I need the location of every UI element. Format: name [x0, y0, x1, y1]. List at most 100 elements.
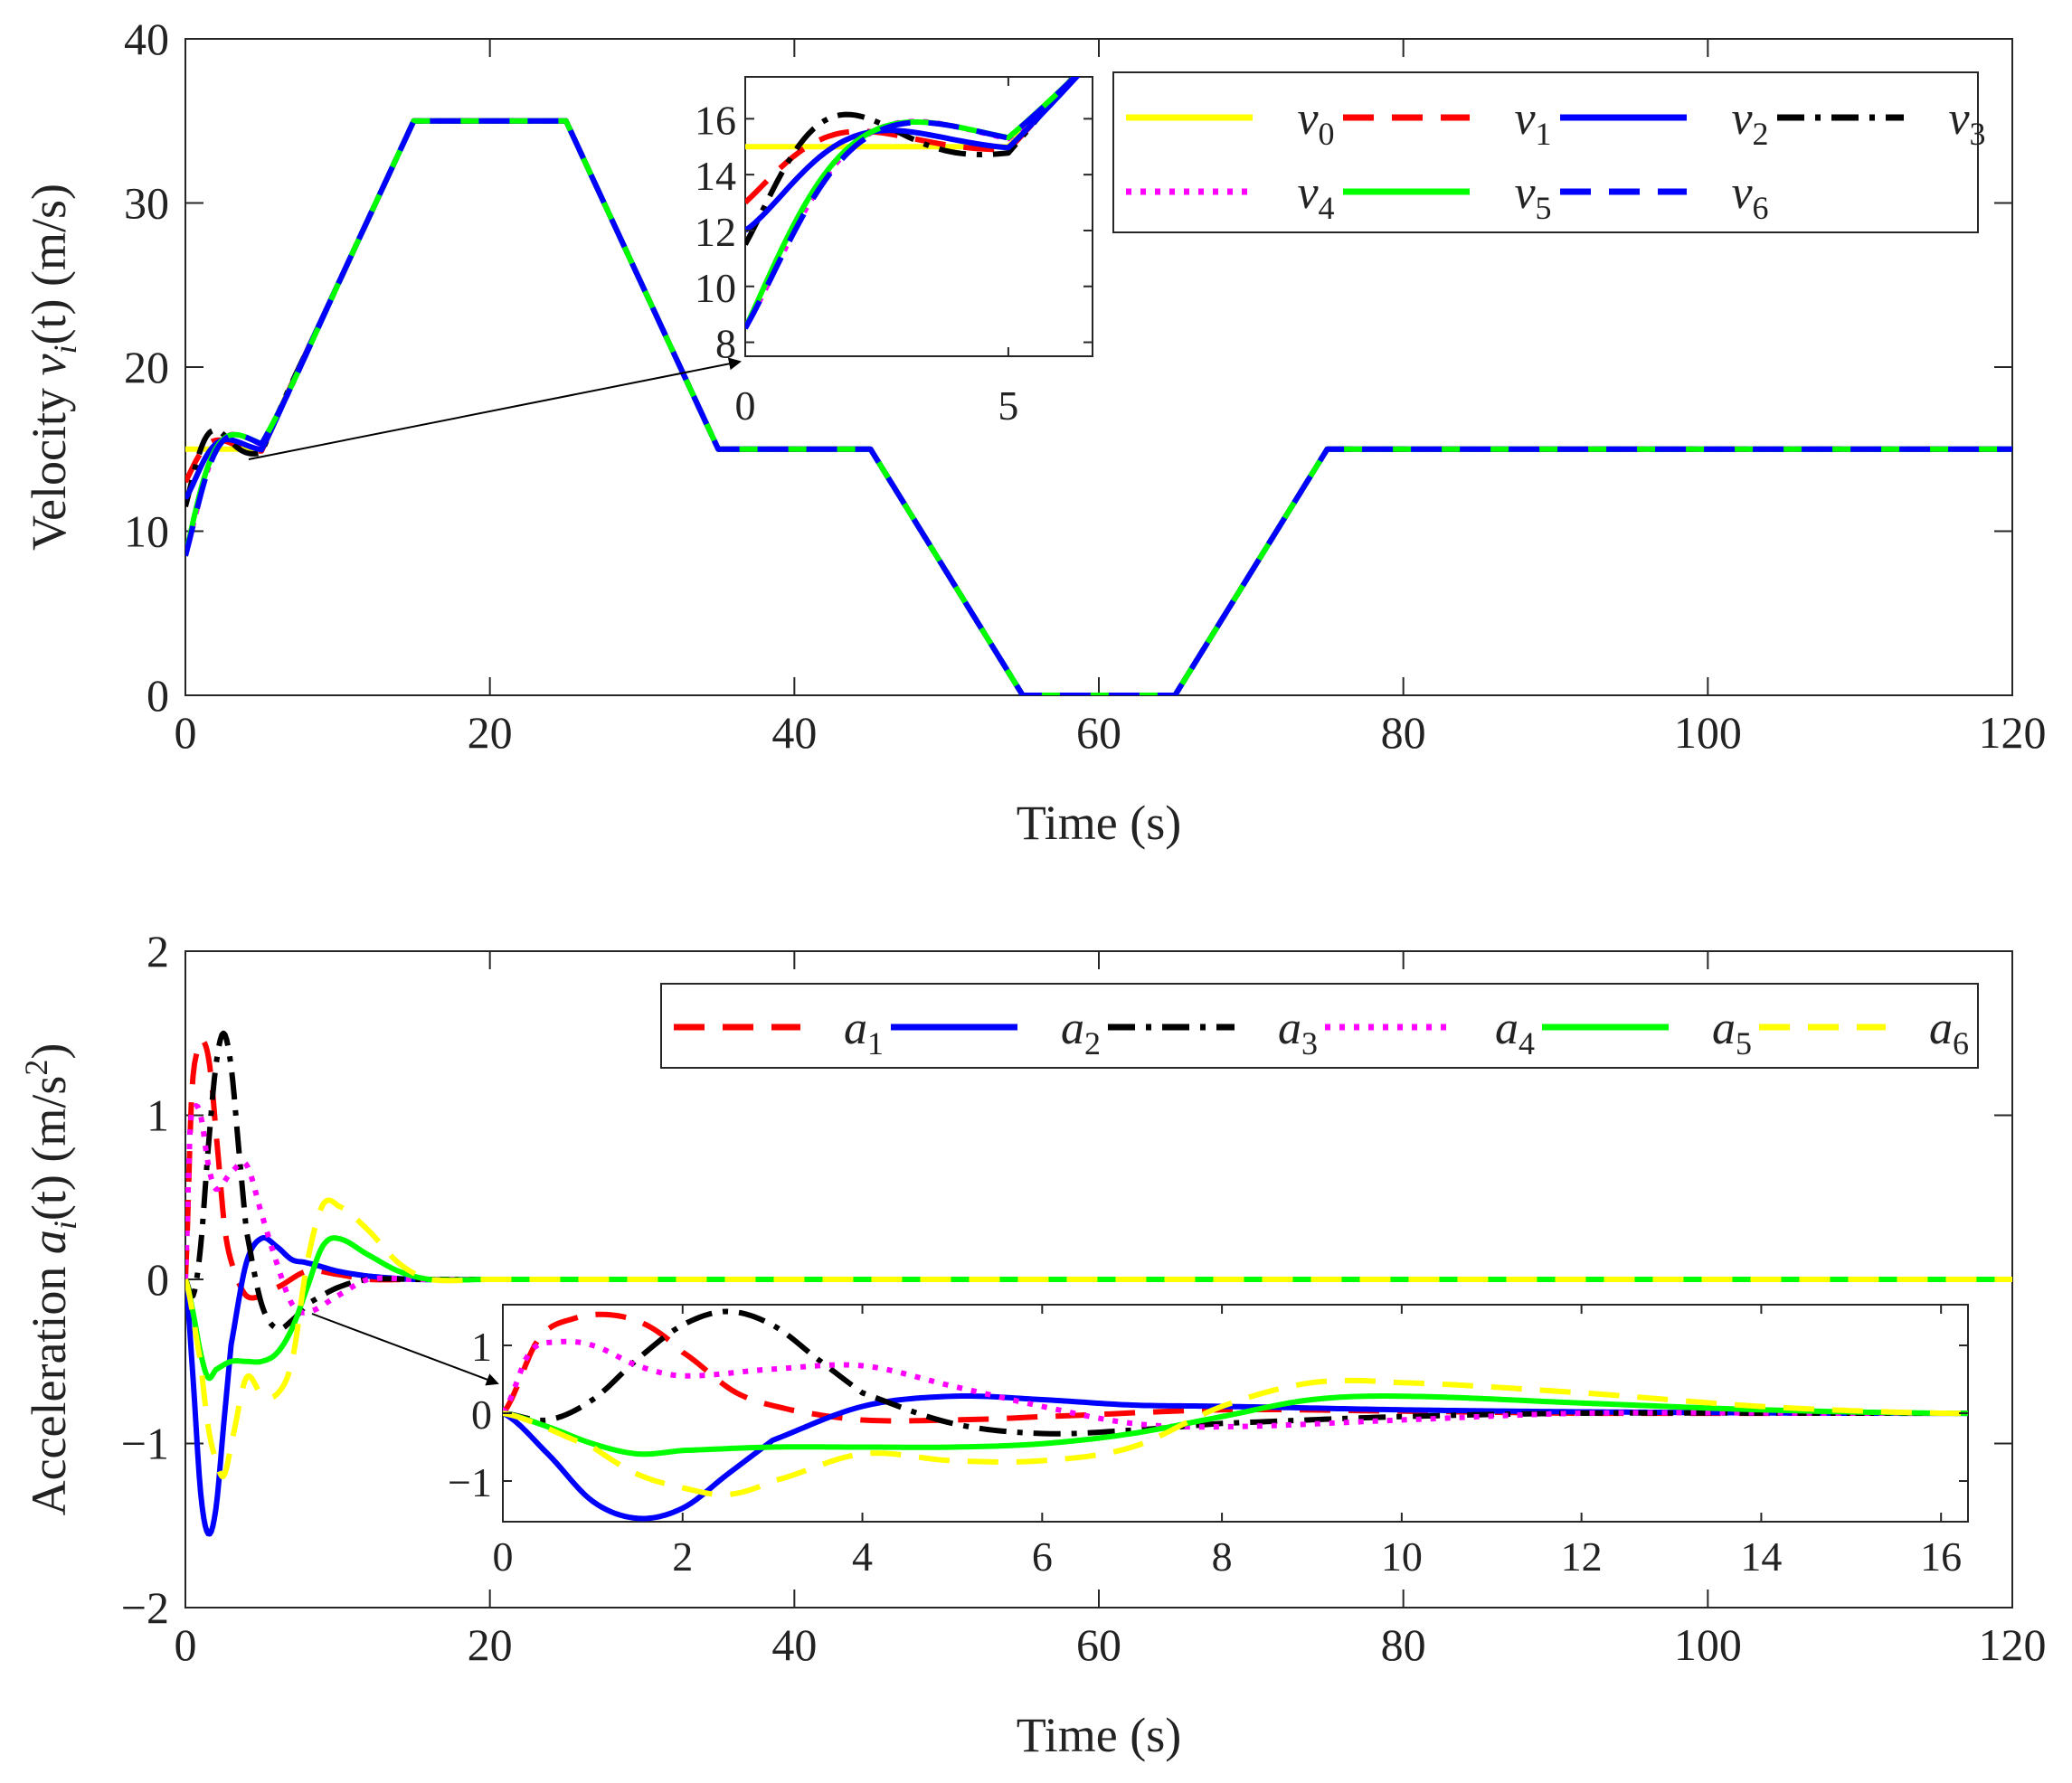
acceleration-legend-label: a5 [1712, 1003, 1752, 1061]
acceleration-inset-xtick-label: 2 [672, 1533, 693, 1580]
velocity-ytick-label: 30 [124, 178, 169, 229]
velocity-inset-ytick-label: 14 [695, 153, 736, 199]
acceleration-legend-label: a1 [844, 1003, 884, 1061]
acceleration-ytick-label: −1 [121, 1419, 169, 1469]
acceleration-legend-entry-a6: a6 [1759, 1003, 1969, 1061]
acceleration-xtick-label: 120 [1979, 1619, 2047, 1670]
acceleration-x-ticks: 0 20 40 60 80 100 120 [175, 951, 2047, 1670]
velocity-x-label: Time (s) [1017, 796, 1182, 850]
velocity-legend-label: v6 [1731, 167, 1768, 226]
velocity-inset: 0 5 8 10 12 14 16 [695, 76, 1093, 429]
acceleration-inset-xtick-label: 4 [852, 1533, 873, 1580]
acceleration-inset-ytick-label: 1 [471, 1324, 492, 1370]
acceleration-ytick-label: 1 [147, 1090, 169, 1141]
acceleration-inset-ytick-label: −1 [448, 1459, 492, 1505]
velocity-legend-entry-v1: v1 [1343, 93, 1552, 152]
acceleration-legend-entry-a2: a2 [891, 1003, 1101, 1061]
velocity-inset-ytick-label: 16 [695, 97, 736, 143]
acceleration-legend-entry-a4: a4 [1325, 1003, 1535, 1061]
acceleration-legend-entry-a5: a5 [1542, 1003, 1752, 1061]
acceleration-xtick-label: 40 [771, 1619, 817, 1670]
acceleration-x-label: Time (s) [1017, 1708, 1182, 1762]
velocity-y-ticks: 0 10 20 30 40 [124, 14, 2012, 721]
velocity-legend-entry-v4: v4 [1126, 167, 1335, 226]
velocity-inset-lines [745, 77, 1081, 330]
acceleration-ytick-label: 0 [147, 1254, 169, 1305]
acceleration-xtick-label: 60 [1076, 1619, 1121, 1670]
velocity-legend-entry-v0: v0 [1126, 93, 1335, 152]
acceleration-inset-lines [503, 1308, 1968, 1522]
acceleration-inset-xtick-label: 10 [1381, 1533, 1423, 1580]
acceleration-xtick-label: 20 [468, 1619, 513, 1670]
velocity-inset-line-v2 [745, 77, 1081, 233]
velocity-inset-ytick-label: 12 [695, 209, 736, 255]
acceleration-series-lines [185, 1030, 2012, 1537]
acceleration-inset-xtick-label: 6 [1032, 1533, 1053, 1580]
acceleration-inset-ytick-label: 0 [471, 1391, 492, 1438]
acceleration-inset-xtick-label: 0 [493, 1533, 514, 1580]
velocity-legend-box [1112, 71, 1979, 233]
acceleration-legend-label: a6 [1929, 1003, 1969, 1061]
acceleration-legend-label: a3 [1278, 1003, 1318, 1061]
velocity-xtick-label: 60 [1076, 707, 1121, 758]
acceleration-zoom-arrow [311, 1313, 499, 1386]
velocity-inset-ticks: 0 5 8 10 12 14 16 [695, 77, 1093, 429]
velocity-inset-ytick-label: 10 [695, 265, 736, 311]
acceleration-xtick-label: 80 [1381, 1619, 1426, 1670]
acceleration-inset-line-a5 [503, 1393, 1968, 1458]
velocity-inset-xtick-label: 0 [735, 382, 756, 429]
acceleration-ytick-label: −2 [121, 1582, 169, 1633]
velocity-xtick-label: 80 [1381, 707, 1426, 758]
velocity-ytick-label: 40 [124, 14, 169, 64]
velocity-ytick-label: 10 [124, 506, 169, 557]
velocity-xtick-label: 100 [1674, 707, 1742, 758]
velocity-legend-label: v0 [1297, 93, 1334, 152]
velocity-legend-label: v1 [1514, 93, 1551, 152]
acceleration-inset-xtick-label: 16 [1920, 1533, 1962, 1580]
acceleration-inset-ticks: 0 2 4 6 8 10 12 14 16−101 [448, 1305, 1968, 1580]
acceleration-inset-xtick-label: 12 [1561, 1533, 1603, 1580]
acceleration-legend-entry-a1: a1 [674, 1003, 884, 1061]
velocity-xtick-label: 20 [468, 707, 513, 758]
acceleration-legend-label: a2 [1061, 1003, 1101, 1061]
velocity-legend-label: v2 [1731, 93, 1768, 152]
velocity-inset-ytick-label: 8 [715, 321, 736, 367]
velocity-series-lines [185, 118, 2012, 695]
velocity-zoom-arrow [248, 357, 742, 460]
velocity-legend-label: v5 [1514, 167, 1551, 226]
acceleration-inset-xtick-label: 8 [1212, 1533, 1233, 1580]
velocity-legend-entry-v3: v3 [1777, 93, 1986, 152]
acceleration-inset-xtick-label: 14 [1740, 1533, 1782, 1580]
velocity-ytick-label: 0 [147, 670, 169, 721]
velocity-xtick-label: 40 [771, 707, 817, 758]
velocity-legend-label: v3 [1948, 93, 1985, 152]
acceleration-legend: a1 a2 a3 a4 a5 a6 [660, 983, 1979, 1069]
acceleration-legend-label: a4 [1495, 1003, 1535, 1061]
acceleration-inset: 0 2 4 6 8 10 12 14 16−101 [448, 1304, 1969, 1580]
acceleration-y-label: Acceleration ai(t) (m/s2) [18, 1043, 83, 1516]
acceleration-legend-entry-a3: a3 [1108, 1003, 1318, 1061]
acceleration-legend-box [660, 983, 1979, 1069]
acceleration-inset-line-a3 [503, 1308, 1968, 1437]
velocity-legend-label: v4 [1297, 167, 1334, 226]
acceleration-inset-line-a6 [503, 1377, 1968, 1498]
velocity-xtick-label: 0 [175, 707, 197, 758]
velocity-legend-entry-v6: v6 [1560, 167, 1769, 226]
acceleration-xtick-label: 0 [175, 1619, 197, 1670]
velocity-line-v6 [185, 118, 2012, 695]
velocity-x-ticks: 0 20 40 60 80 100 120 [175, 39, 2047, 758]
velocity-y-label: Velocity vi(t) (m/s) [22, 184, 83, 551]
acceleration-ytick-label: 2 [147, 926, 169, 976]
acceleration-inset-line-a4 [503, 1338, 1968, 1430]
acceleration-line-a6 [185, 1197, 2012, 1479]
velocity-ytick-label: 20 [124, 342, 169, 392]
velocity-inset-xtick-label: 5 [998, 382, 1018, 429]
velocity-inset-line-v3 [745, 77, 1078, 246]
velocity-xtick-label: 120 [1979, 707, 2047, 758]
velocity-legend: v0 v1 v2 v3 v4 v5 v6 [1112, 71, 1986, 233]
velocity-legend-entry-v2: v2 [1560, 93, 1769, 152]
velocity-legend-entry-v5: v5 [1343, 167, 1552, 226]
